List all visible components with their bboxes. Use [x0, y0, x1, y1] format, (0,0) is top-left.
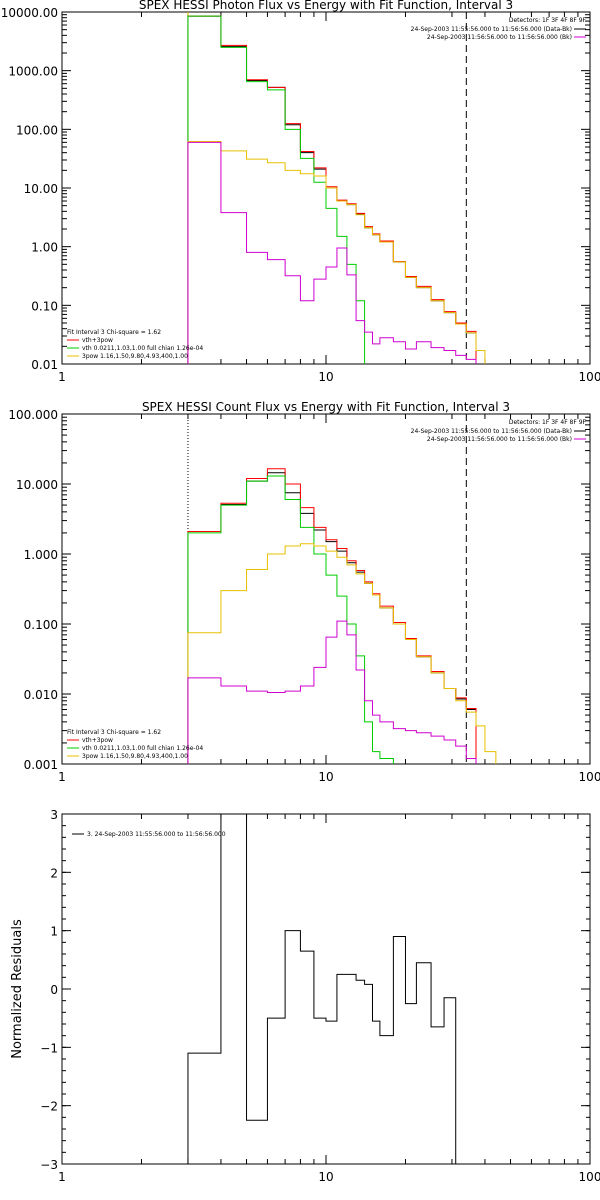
y-tick-label: 2 — [50, 866, 58, 880]
x-tick-label: 100 — [579, 1170, 600, 1184]
y-tick-label: 1.00 — [31, 241, 58, 255]
series-line-2 — [187, 468, 477, 764]
y-tick-label: 1000.00 — [8, 65, 58, 79]
legend-entry: vth+3pow — [82, 737, 113, 744]
legend-entry: vth+3pow — [82, 337, 113, 344]
series-line-3 — [187, 475, 394, 764]
data-layer — [187, 15, 486, 364]
y-tick-label: −1 — [40, 1041, 58, 1055]
y-tick-label: 0.010 — [24, 688, 58, 702]
legend-entry: 24-Sep-2003 11:55:56.000 to 11:56:56.000… — [411, 26, 572, 33]
y-tick-label: 0.10 — [31, 299, 58, 313]
series-line-4 — [187, 543, 497, 764]
legend-entry: 3. 24-Sep-2003 11:55:56.000 to 11:56:56.… — [87, 831, 226, 838]
plot-frame — [61, 413, 591, 765]
series-line-4 — [187, 141, 486, 364]
legend-entry: 24-Sep-2003 11:56:56.000 to 11:56:56.000… — [427, 34, 572, 41]
detectors-label: Detectors: 1F 3F 4F 8F 9F — [509, 419, 587, 426]
legend-entry: 24-Sep-2003 11:55:56.000 to 11:56:56.000… — [411, 428, 572, 435]
legend-entry: vth 0.0211,1.03,1.00 full chian 1.26e-04 — [82, 745, 203, 752]
series-line-1 — [187, 15, 477, 364]
legend-entry: 3pow 1.16,1.50,9.80,4.93,400,1.00 — [82, 753, 188, 760]
series-line-1 — [187, 472, 477, 764]
x-tick-label: 100 — [579, 770, 600, 784]
x-tick-label: 1 — [58, 770, 66, 784]
chart-panel-1: SPEX HESSI Photon Flux vs Energy with Fi… — [1, 0, 600, 384]
y-tick-label: 0.001 — [24, 758, 58, 772]
x-tick-label: 10 — [318, 370, 333, 384]
y-tick-label: 10.00 — [24, 182, 58, 196]
x-tick-label: 100 — [579, 370, 600, 384]
detectors-label: Detectors: 1F 3F 4F 8F 9F — [509, 17, 587, 24]
x-tick-label: 1 — [58, 370, 66, 384]
y-tick-label: 0.01 — [31, 358, 58, 372]
x-tick-label: 10 — [318, 770, 333, 784]
series-line-5 — [187, 620, 477, 764]
chart-title: SPEX HESSI Count Flux vs Energy with Fit… — [142, 400, 510, 414]
plot-frame — [61, 813, 591, 1165]
series-line-5 — [187, 141, 477, 364]
series-line-1 — [187, 814, 457, 1164]
y-tick-label: 0 — [50, 983, 58, 997]
legend-entry: 3pow 1.16,1.50,9.80,4.93,400,1.00 — [82, 353, 188, 360]
series-line-2 — [187, 15, 477, 364]
chart-panel-3: 1 10 100 −3 −2 −1 0 1 2 3 Normalized Residuals 3. 2… — [10, 808, 600, 1184]
legend-entry: 24-Sep-2003 11:56:56.000 to 11:56:56.000… — [427, 436, 572, 443]
data-layer — [187, 468, 497, 764]
y-tick-label: 100.000 — [8, 408, 58, 422]
y-axis-label: Normalized Residuals — [10, 919, 25, 1059]
fit-label: Fit Interval 3 Chi-square = 1.62 — [67, 729, 161, 736]
chart-title: SPEX HESSI Photon Flux vs Energy with Fi… — [139, 0, 513, 12]
y-tick-label: 0.100 — [24, 618, 58, 632]
y-tick-label: 3 — [50, 808, 58, 822]
y-tick-label: −2 — [40, 1100, 58, 1114]
x-tick-label: 1 — [58, 1170, 66, 1184]
y-tick-label: 10.000 — [16, 478, 58, 492]
y-tick-label: −3 — [40, 1158, 58, 1172]
data-layer — [187, 814, 457, 1164]
chart-panel-2: SPEX HESSI Count Flux vs Energy with Fit… — [8, 400, 600, 784]
fit-label: Fit Interval 3 Chi-square = 1.62 — [67, 329, 161, 336]
y-tick-label: 1 — [50, 925, 58, 939]
legend-entry: vth 0.0211,1.03,1.00 full chian 1.26e-04 — [82, 345, 203, 352]
y-tick-label: 100.00 — [16, 123, 58, 137]
y-tick-label: 10000.00 — [1, 6, 58, 20]
y-tick-label: 1.000 — [24, 548, 58, 562]
x-tick-label: 10 — [318, 1170, 333, 1184]
series-line-3 — [187, 15, 366, 364]
